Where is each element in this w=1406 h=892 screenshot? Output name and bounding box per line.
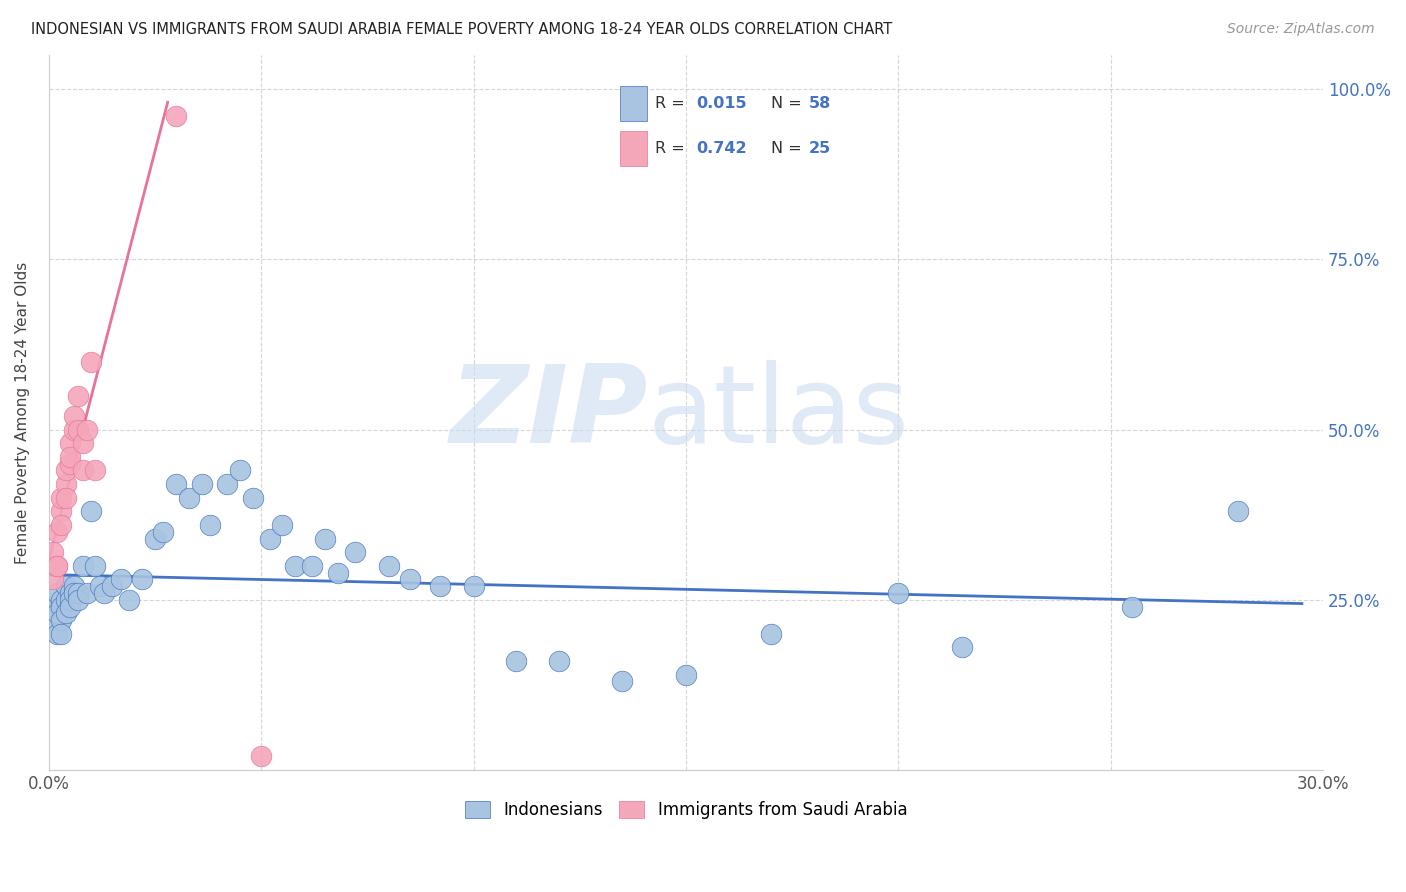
Text: ZIP: ZIP bbox=[450, 359, 648, 466]
Text: R =: R = bbox=[655, 96, 690, 112]
Point bbox=[612, 674, 634, 689]
Point bbox=[51, 613, 73, 627]
Text: atlas: atlas bbox=[648, 359, 910, 466]
Point bbox=[55, 607, 77, 621]
Text: Source: ZipAtlas.com: Source: ZipAtlas.com bbox=[1227, 22, 1375, 37]
Point bbox=[72, 463, 94, 477]
Point bbox=[46, 586, 69, 600]
Point bbox=[59, 457, 82, 471]
Point bbox=[229, 463, 252, 477]
Point bbox=[1121, 599, 1143, 614]
Point bbox=[301, 558, 323, 573]
Point bbox=[51, 627, 73, 641]
Point bbox=[165, 110, 187, 124]
Point bbox=[55, 477, 77, 491]
Point bbox=[80, 504, 103, 518]
Point bbox=[118, 592, 141, 607]
Point bbox=[55, 463, 77, 477]
Point bbox=[131, 573, 153, 587]
Point bbox=[42, 599, 65, 614]
Point bbox=[505, 654, 527, 668]
FancyBboxPatch shape bbox=[620, 86, 647, 121]
Point bbox=[51, 599, 73, 614]
Point bbox=[250, 749, 273, 764]
Point bbox=[63, 579, 86, 593]
Point bbox=[67, 388, 90, 402]
Point bbox=[271, 517, 294, 532]
Point bbox=[51, 504, 73, 518]
Point bbox=[463, 579, 485, 593]
Point bbox=[314, 532, 336, 546]
Point bbox=[326, 566, 349, 580]
Point bbox=[675, 667, 697, 681]
Point bbox=[72, 558, 94, 573]
Point bbox=[51, 491, 73, 505]
Point bbox=[429, 579, 451, 593]
Point bbox=[59, 436, 82, 450]
Point bbox=[93, 586, 115, 600]
Point bbox=[59, 586, 82, 600]
Y-axis label: Female Poverty Among 18-24 Year Olds: Female Poverty Among 18-24 Year Olds bbox=[15, 261, 30, 564]
Point bbox=[67, 423, 90, 437]
Point bbox=[759, 627, 782, 641]
Point bbox=[377, 558, 399, 573]
Text: 0.015: 0.015 bbox=[696, 96, 747, 112]
Point bbox=[84, 463, 107, 477]
Point bbox=[190, 477, 212, 491]
Text: 58: 58 bbox=[808, 96, 831, 112]
Point bbox=[165, 477, 187, 491]
Text: N =: N = bbox=[770, 141, 807, 156]
Point bbox=[63, 586, 86, 600]
Point bbox=[55, 491, 77, 505]
Legend: Indonesians, Immigrants from Saudi Arabia: Indonesians, Immigrants from Saudi Arabi… bbox=[458, 795, 914, 826]
Point bbox=[343, 545, 366, 559]
Point bbox=[42, 613, 65, 627]
Point bbox=[51, 592, 73, 607]
Point bbox=[46, 558, 69, 573]
Point bbox=[51, 517, 73, 532]
Point bbox=[63, 409, 86, 423]
Point bbox=[950, 640, 973, 655]
Point bbox=[259, 532, 281, 546]
Point bbox=[55, 592, 77, 607]
Point bbox=[67, 586, 90, 600]
Point bbox=[59, 592, 82, 607]
Point bbox=[398, 573, 420, 587]
Point bbox=[76, 423, 98, 437]
Point bbox=[42, 545, 65, 559]
Point bbox=[46, 627, 69, 641]
Point bbox=[59, 450, 82, 464]
Point bbox=[42, 573, 65, 587]
Point bbox=[80, 354, 103, 368]
Point bbox=[84, 558, 107, 573]
Point bbox=[1227, 504, 1250, 518]
Point bbox=[177, 491, 200, 505]
Point bbox=[152, 524, 174, 539]
Text: 0.742: 0.742 bbox=[696, 141, 747, 156]
Point bbox=[59, 599, 82, 614]
Point bbox=[63, 423, 86, 437]
Text: INDONESIAN VS IMMIGRANTS FROM SAUDI ARABIA FEMALE POVERTY AMONG 18-24 YEAR OLDS : INDONESIAN VS IMMIGRANTS FROM SAUDI ARAB… bbox=[31, 22, 893, 37]
Point bbox=[46, 558, 69, 573]
Point bbox=[89, 579, 111, 593]
Point bbox=[46, 524, 69, 539]
Point bbox=[217, 477, 239, 491]
Point bbox=[887, 586, 910, 600]
Point bbox=[55, 579, 77, 593]
Point bbox=[198, 517, 221, 532]
Point bbox=[46, 607, 69, 621]
Point bbox=[72, 436, 94, 450]
Point bbox=[101, 579, 124, 593]
Point bbox=[547, 654, 569, 668]
Text: 25: 25 bbox=[808, 141, 831, 156]
Point bbox=[67, 592, 90, 607]
Point bbox=[110, 573, 132, 587]
Point bbox=[242, 491, 264, 505]
Text: R =: R = bbox=[655, 141, 690, 156]
Point bbox=[76, 586, 98, 600]
FancyBboxPatch shape bbox=[620, 131, 647, 167]
Text: N =: N = bbox=[770, 96, 807, 112]
Point bbox=[143, 532, 166, 546]
Point bbox=[284, 558, 307, 573]
